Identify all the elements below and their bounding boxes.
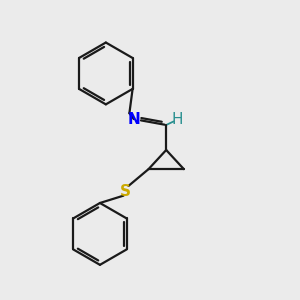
Text: S: S xyxy=(119,184,130,199)
Text: N: N xyxy=(128,112,140,127)
Text: H: H xyxy=(172,112,183,127)
